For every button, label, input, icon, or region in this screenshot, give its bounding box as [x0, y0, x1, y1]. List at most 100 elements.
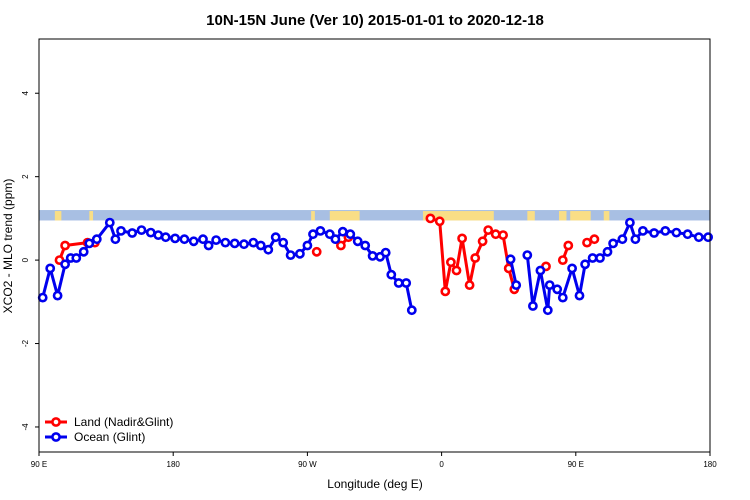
ocean-point-2-8 [574, 290, 585, 301]
land-point-3-8 [477, 236, 488, 247]
ocean-point-0-26 [248, 237, 259, 248]
ocean-point-0-35 [315, 225, 326, 236]
ocean-point-0-17 [170, 233, 180, 244]
land-point-3-2 [440, 286, 451, 297]
ocean-point-0-28 [263, 244, 274, 255]
ocean-point-2-14 [617, 234, 628, 245]
ocean-point-0-1 [45, 263, 56, 274]
y-tick-label: 2 [21, 174, 30, 179]
ocean-point-0-11 [116, 225, 126, 236]
ocean-point-2-17 [638, 225, 648, 236]
band-land-3 [329, 211, 360, 221]
land-point-3-9 [483, 225, 494, 235]
ocean-point-0-6 [78, 246, 89, 257]
ocean-point-2-20 [671, 227, 682, 238]
band-land-6 [559, 211, 567, 221]
ocean-point-0-45 [386, 269, 397, 280]
ocean-point-0-48 [406, 305, 417, 316]
ocean-point-0-33 [302, 240, 313, 251]
ocean-point-2-3 [542, 305, 553, 316]
ocean-point-2-21 [682, 229, 693, 240]
ocean-point-0-46 [393, 278, 404, 288]
ocean-point-0-12 [127, 228, 138, 238]
x-tick-label: 0 [439, 460, 444, 469]
legend-label-land: Land (Nadir&Glint) [74, 415, 173, 429]
ocean-point-0-30 [278, 237, 289, 248]
ocean-point-0-25 [239, 239, 249, 250]
ocean-point-0-13 [136, 225, 147, 235]
land-point-3-3 [445, 257, 456, 268]
ocean-point-2-12 [602, 246, 613, 257]
ocean-point-0-41 [360, 240, 371, 251]
x-tick-label: 90 W [298, 460, 317, 469]
ocean-point-0-10 [110, 234, 121, 245]
ocean-point-0-21 [203, 240, 214, 251]
ocean-point-2-6 [557, 292, 568, 303]
land-point-0-1 [60, 240, 70, 251]
chart-title: 10N-15N June (Ver 10) 2015-01-01 to 2020… [206, 12, 544, 29]
ocean-point-1-0 [505, 254, 516, 265]
ocean-point-0-18 [179, 234, 190, 245]
ocean-point-0-19 [188, 236, 199, 247]
ocean-point-0-9 [104, 217, 115, 228]
latitude-band [39, 210, 710, 221]
ocean-point-0-31 [285, 250, 296, 260]
y-tick-label: 0 [21, 257, 30, 262]
land-point-3-0 [425, 213, 436, 224]
ocean-point-1-1 [511, 280, 522, 290]
band-land-0 [54, 211, 62, 221]
ocean-line-2 [525, 221, 709, 312]
x-tick-label: 180 [167, 460, 181, 469]
ocean-point-0-14 [145, 227, 156, 238]
ocean-point-0-37 [330, 234, 341, 245]
land-point-3-7 [470, 253, 481, 263]
ocean-point-0-16 [160, 232, 171, 243]
ocean-point-2-23 [703, 232, 713, 243]
y-tick-label: -4 [21, 423, 30, 431]
ocean-point-2-15 [625, 217, 635, 228]
y-axis: -4 -2 0 2 4 [21, 90, 39, 431]
x-tick-label: 180 [703, 460, 717, 469]
y-tick-label: 4 [21, 90, 30, 95]
ocean-point-0-47 [401, 278, 412, 288]
ocean-point-0-8 [91, 234, 102, 245]
ocean-point-0-3 [60, 259, 70, 270]
land-point-3-11 [498, 230, 508, 240]
ocean-point-0-22 [211, 235, 221, 245]
series-layer [37, 213, 713, 316]
ocean-point-0-44 [380, 247, 391, 258]
ocean-point-0-27 [255, 240, 266, 251]
land-point-1-0 [311, 246, 322, 257]
ocean-point-2-18 [649, 228, 659, 238]
ocean-point-0-38 [337, 226, 348, 237]
ocean-point-0-29 [270, 232, 281, 243]
band-ocean [39, 210, 710, 221]
x-tick-label: 90 E [568, 460, 584, 469]
ocean-point-0-0 [37, 292, 48, 303]
x-axis: 90 E 180 90 W 0 90 E 180 [31, 452, 717, 469]
ocean-point-0-36 [324, 229, 335, 240]
land-point-3-6 [464, 280, 475, 290]
ocean-point-0-23 [220, 237, 231, 248]
legend-marker-land [51, 417, 61, 427]
band-land-2 [311, 211, 315, 221]
band-land-1 [89, 211, 94, 221]
ocean-point-0-42 [367, 250, 378, 261]
band-land-8 [603, 211, 610, 221]
ocean-point-0-2 [52, 290, 63, 301]
ocean-point-0-7 [84, 238, 95, 249]
ocean-point-2-2 [535, 265, 546, 276]
y-axis-title: XCO2 - MLO trend (ppm) [1, 179, 15, 314]
land-point-5-0 [557, 255, 568, 265]
land-point-3-4 [451, 265, 462, 276]
ocean-point-2-16 [630, 234, 641, 245]
ocean-point-2-19 [660, 225, 671, 236]
ocean-point-2-4 [544, 280, 555, 290]
land-point-2-0 [335, 240, 346, 251]
land-point-3-5 [457, 233, 467, 244]
ocean-point-0-34 [308, 229, 318, 240]
ocean-point-2-0 [522, 250, 533, 260]
plot-frame [38, 38, 711, 453]
band-land-5 [527, 211, 535, 221]
